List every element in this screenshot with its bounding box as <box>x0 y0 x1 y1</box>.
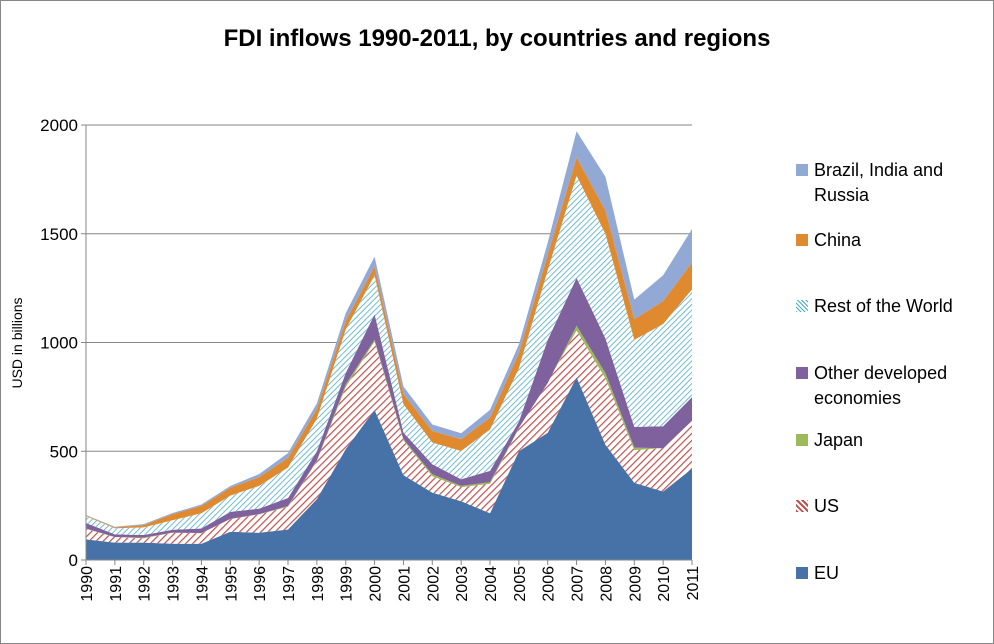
x-tick-label: 1998 <box>310 566 327 602</box>
y-tick-label: 1500 <box>40 225 78 244</box>
legend-label: Rest of the World <box>814 296 953 316</box>
legend-swatch <box>796 367 808 379</box>
legend-swatch <box>796 300 808 312</box>
x-tick-label: 1999 <box>339 566 356 602</box>
x-tick-label: 2000 <box>368 566 385 602</box>
x-tick-label: 2007 <box>570 566 587 602</box>
stacked-areas <box>86 131 692 560</box>
area-series-eu <box>86 377 692 560</box>
legend-label: Japan <box>814 430 864 450</box>
x-tick-label: 2006 <box>541 566 558 602</box>
y-tick-label: 0 <box>69 551 78 570</box>
area-series-us <box>86 330 692 544</box>
y-tick-label: 500 <box>50 442 78 461</box>
x-tick-label: 1996 <box>252 566 269 602</box>
legend-label: Brazil, India and Russia <box>814 160 944 205</box>
x-tick-label: 2004 <box>483 566 500 602</box>
x-tick-label: 1997 <box>281 566 298 602</box>
legend-label: Other developed economies <box>814 363 948 408</box>
legend-label: US <box>814 496 840 516</box>
x-tick-label: 2003 <box>454 566 471 602</box>
x-tick-label: 1992 <box>137 566 154 602</box>
axes: 0 500 1000 1500 2000 1990 1991 1992 1993 1994 1995… <box>40 116 702 602</box>
x-tick-label: 2011 <box>685 566 702 601</box>
x-tick-label: 1993 <box>166 566 183 602</box>
x-tick-label: 1995 <box>223 566 240 602</box>
legend-swatch <box>796 234 808 246</box>
y-axis-title: USD in billions <box>9 297 25 388</box>
y-tick-label: 1000 <box>40 334 78 353</box>
x-tick-label: 2008 <box>598 566 615 602</box>
y-tick-label: 2000 <box>40 116 78 135</box>
legend-label: EU <box>814 563 840 583</box>
area-series-brazil-india-and-russia <box>86 131 692 528</box>
legend-swatch <box>796 434 808 446</box>
legend-label: China <box>814 230 862 250</box>
area-series-rest-of-the-world <box>86 175 692 535</box>
x-tick-label: 2005 <box>512 566 529 602</box>
x-tick-label: 1991 <box>108 566 125 602</box>
x-tick-label: 1990 <box>79 566 96 602</box>
x-tick-label: 2002 <box>425 566 442 602</box>
x-tick-label: 2009 <box>627 566 644 602</box>
chart-title: FDI inflows 1990-2011, by countries and … <box>224 25 771 52</box>
legend-swatch <box>796 500 808 512</box>
legend-swatch <box>796 164 808 176</box>
x-tick-label: 1994 <box>194 566 211 602</box>
x-tick-label: 2010 <box>656 566 673 602</box>
x-tick-label: 2001 <box>396 566 413 602</box>
legend-swatch <box>796 567 808 579</box>
